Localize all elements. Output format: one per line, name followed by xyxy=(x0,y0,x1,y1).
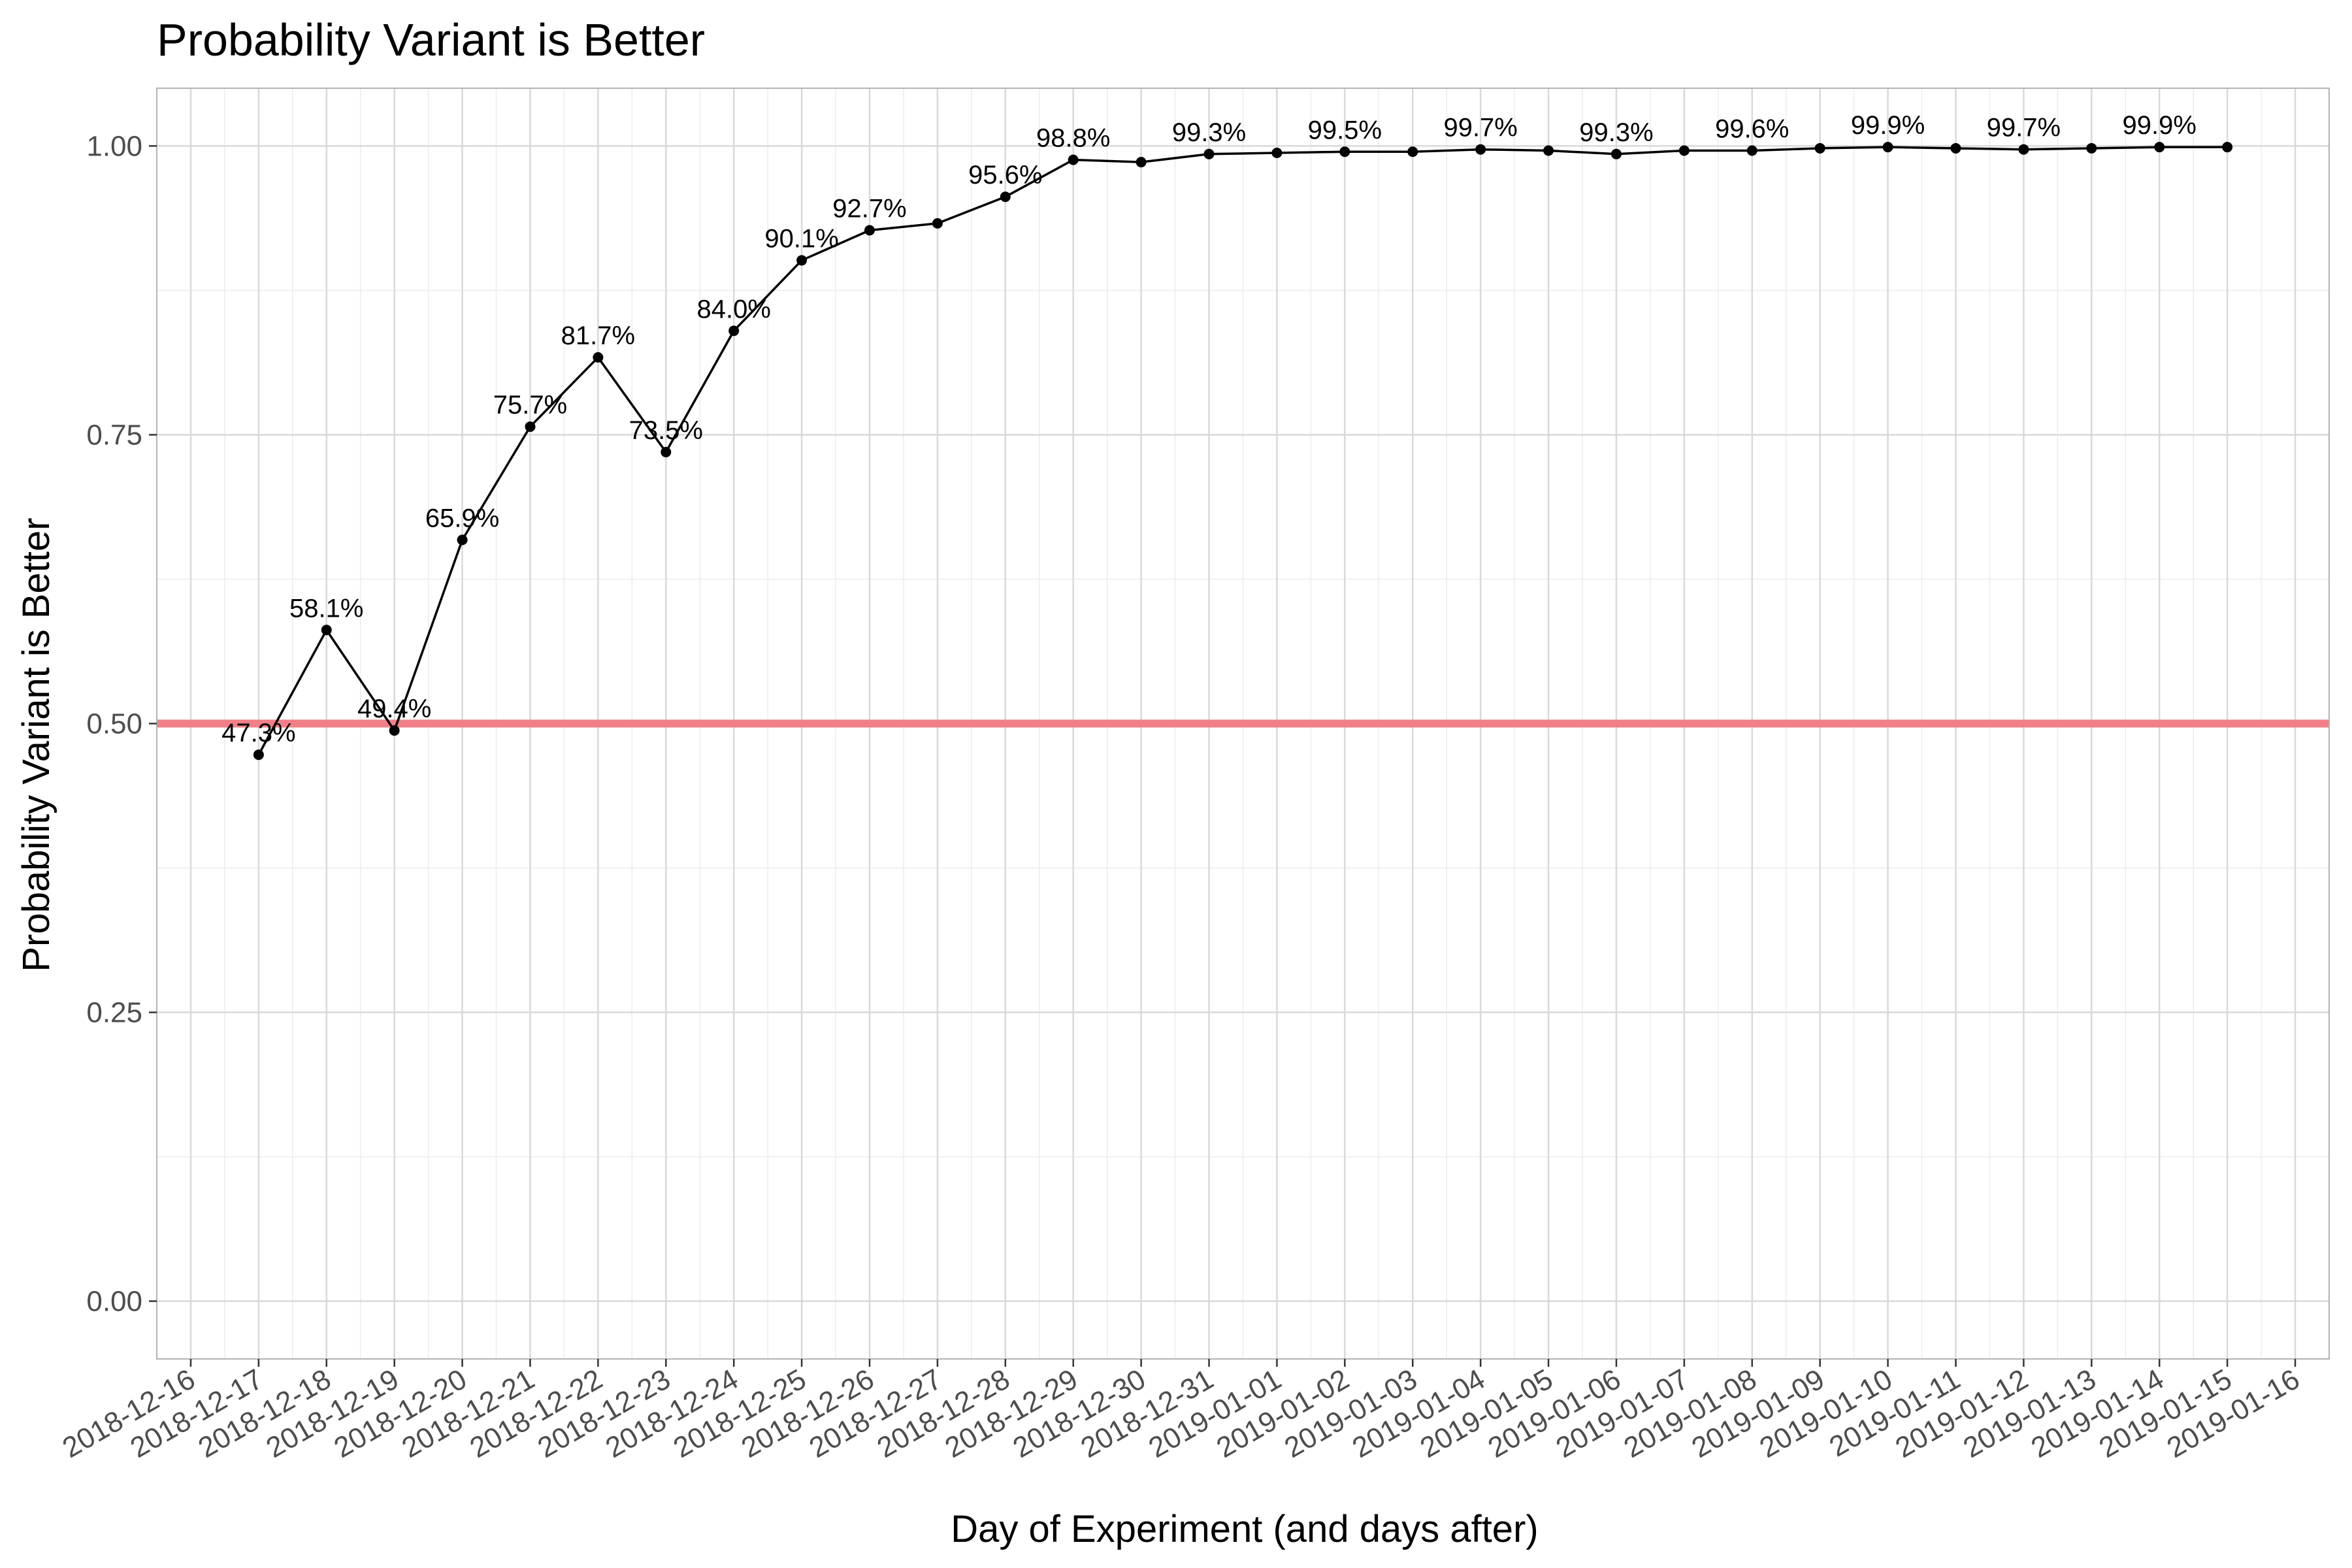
data-label: 99.5% xyxy=(1308,116,1382,144)
data-label: 99.3% xyxy=(1579,118,1653,147)
data-point xyxy=(1746,145,1757,156)
data-label: 49.4% xyxy=(357,694,431,723)
data-point xyxy=(253,749,264,760)
data-label: 98.8% xyxy=(1036,124,1110,153)
data-point xyxy=(1135,157,1147,168)
data-point xyxy=(1543,145,1554,156)
data-label: 99.7% xyxy=(1987,114,2061,142)
y-tick-label: 1.00 xyxy=(86,130,142,162)
data-point xyxy=(321,625,332,636)
y-tick-label: 0.50 xyxy=(86,708,142,740)
data-label: 84.0% xyxy=(696,295,770,323)
data-label: 99.6% xyxy=(1715,114,1789,143)
data-label: 81.7% xyxy=(561,321,635,350)
data-label: 95.6% xyxy=(968,161,1042,189)
data-label: 99.7% xyxy=(1443,114,1517,142)
data-label: 99.9% xyxy=(1851,111,1925,140)
x-axis: 2018-12-162018-12-172018-12-182018-12-19… xyxy=(57,1359,2305,1464)
data-point xyxy=(457,534,468,546)
data-point xyxy=(1610,148,1622,159)
series-line xyxy=(257,146,2228,756)
data-label: 99.9% xyxy=(2123,111,2197,140)
y-tick-label: 0.25 xyxy=(86,997,142,1029)
y-tick-label: 0.75 xyxy=(86,419,142,451)
data-point xyxy=(1339,146,1350,157)
data-point xyxy=(1814,142,1825,154)
data-point xyxy=(1950,142,1961,154)
data-point xyxy=(1271,148,1282,159)
data-point xyxy=(389,725,400,736)
x-axis-title: Day of Experiment (and days after) xyxy=(951,1508,1538,1550)
data-point xyxy=(728,325,740,336)
data-point xyxy=(1407,146,1418,157)
data-point xyxy=(932,218,943,229)
data-point xyxy=(2222,142,2233,153)
data-label: 65.9% xyxy=(425,504,499,532)
data-label: 47.3% xyxy=(221,719,295,747)
data-point xyxy=(1000,191,1011,203)
series-layer xyxy=(257,146,2228,756)
chart-title: Probability Variant is Better xyxy=(157,14,705,65)
data-label: 90.1% xyxy=(764,224,838,253)
data-point xyxy=(1475,144,1486,155)
y-tick-label: 0.00 xyxy=(86,1286,142,1318)
data-point xyxy=(796,255,808,266)
data-points xyxy=(253,142,2233,760)
data-point xyxy=(2018,144,2029,155)
data-point xyxy=(525,421,536,433)
data-labels: 47.3% 58.1% 49.4% 65.9% 75.7% 81.7% 73.5% 84.0%… xyxy=(221,111,2197,747)
data-label: 92.7% xyxy=(832,194,906,223)
data-label: 75.7% xyxy=(493,391,567,419)
data-point xyxy=(1068,154,1079,165)
data-point xyxy=(2154,142,2165,153)
data-point xyxy=(1678,145,1690,156)
y-axis-title: Probability Variant is Better xyxy=(15,517,57,972)
data-point xyxy=(1882,142,1893,153)
data-point xyxy=(1203,148,1215,159)
data-label: 73.5% xyxy=(629,416,703,445)
data-point xyxy=(593,351,604,363)
data-point xyxy=(864,225,875,236)
y-axis: 0.00 0.25 0.50 0.75 1.00 xyxy=(86,130,157,1318)
data-point xyxy=(2086,142,2097,154)
data-label: 58.1% xyxy=(289,594,363,623)
data-point xyxy=(661,446,672,457)
data-label: 99.3% xyxy=(1172,118,1246,147)
